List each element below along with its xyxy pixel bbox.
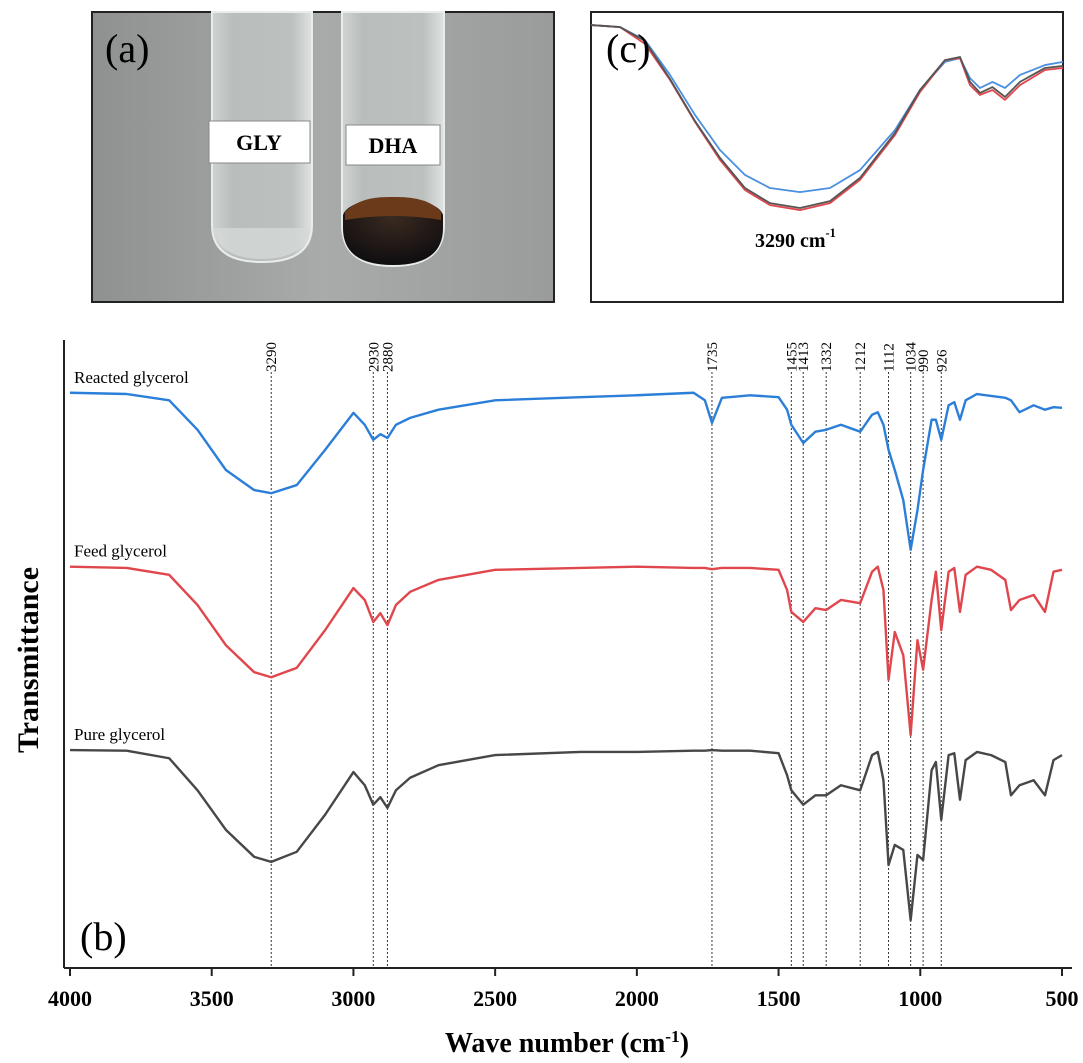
reference-label: 1735 [705,342,721,372]
x-axis-label-sup: -1 [665,1027,679,1046]
x-tick-label: 3500 [190,986,234,1011]
reference-label: 2930 [366,342,382,372]
reference-label: 1212 [853,342,869,372]
tube-label: GLY [236,130,282,155]
reference-label: 1112 [882,343,898,372]
reference-label: 1455 [784,342,800,372]
reference-label: 1034 [904,342,920,373]
spectrum-line [69,391,1063,551]
annotation-sup: -1 [826,226,836,240]
spectrum-line [590,24,1064,193]
x-tick-label: 2000 [615,986,659,1011]
x-axis-label: Wave number (cm-1) [445,1027,689,1059]
x-tick-label: 4000 [48,986,92,1011]
reference-label: 3290 [264,342,280,372]
tube-dha-foam [345,196,441,220]
spectrum-line [69,565,1063,737]
x-axis-label-end: ) [680,1028,689,1059]
series-label: Feed glycerol [74,542,167,561]
reference-label: 1413 [796,342,812,372]
series-label: Reacted glycerol [74,368,189,387]
inset-chart: (c) 3290 cm-1 [590,24,1064,252]
panel-label: (a) [105,26,149,71]
label-box [345,124,441,166]
annotation-text: 3290 cm [755,230,826,252]
photo-background [91,11,555,303]
panel-label: (b) [80,914,127,959]
y-axis-label: Transmittance [12,567,45,753]
tube-gly-liquid [214,228,310,259]
photo-panel: GLY DHA (a) [91,11,555,303]
x-tick-label: 3000 [331,986,375,1011]
x-tick-label: 1000 [898,986,942,1011]
label-box [208,120,311,164]
x-tick-label: 500 [1046,986,1079,1011]
reference-label: 2880 [380,342,396,372]
x-tick-label: 1500 [757,986,801,1011]
annotation: 3290 cm-1 [755,226,836,252]
reference-label: 1332 [819,342,835,372]
inset-frame [590,11,1064,303]
spectrum-line [590,24,1064,209]
series-label: Pure glycerol [74,725,165,744]
main-chart: 4000 3500 3000 2500 2000 1500 1000 500 3290 29302… [12,340,1079,1059]
spectrum-line [69,748,1063,922]
reference-label: 990 [916,350,932,373]
x-axis-label-text: Wave number (cm [445,1028,665,1059]
panel-label: (c) [606,26,650,71]
x-tick-label: 2500 [473,986,517,1011]
reference-label: 926 [934,349,950,372]
tube-label: DHA [369,133,418,158]
